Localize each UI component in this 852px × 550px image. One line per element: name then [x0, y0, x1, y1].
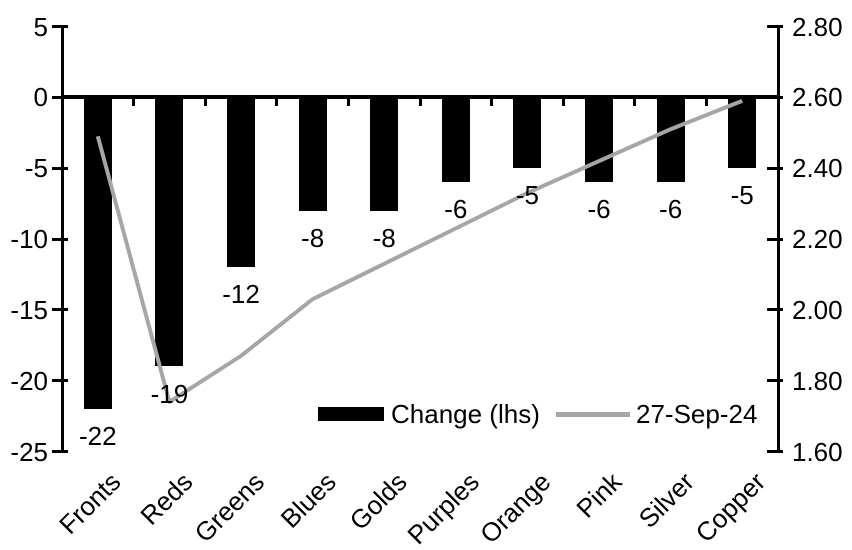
right-axis-tick-label: 2.60	[792, 82, 843, 113]
right-axis-tick-mark	[767, 25, 783, 28]
category-label-pink: Pink	[570, 466, 628, 524]
category-label-copper: Copper	[689, 466, 772, 549]
bar-data-label: -5	[515, 180, 539, 211]
legend-line-swatch-icon	[556, 412, 630, 417]
bar-golds	[370, 97, 399, 211]
bar-data-label: -6	[587, 194, 611, 225]
right-axis-line	[776, 25, 780, 453]
right-axis-tick-mark	[767, 95, 783, 99]
bar-data-label: -12	[222, 279, 260, 310]
left-axis-tick-mark	[52, 25, 68, 28]
category-boundary-tick	[275, 97, 279, 107]
right-axis-tick-label: 1.60	[792, 436, 843, 467]
bar-data-label: -19	[150, 378, 189, 409]
bar-silver	[656, 97, 685, 183]
category-boundary-tick	[633, 97, 637, 107]
left-axis-tick-label: 5	[33, 11, 48, 42]
legend-bar-swatch-icon	[318, 407, 384, 421]
bar-data-label: -8	[301, 222, 325, 253]
left-axis-tick-mark	[52, 237, 68, 241]
bar-data-label: -5	[730, 180, 754, 211]
left-axis-tick-label: -25	[10, 436, 48, 467]
bar-purples	[441, 97, 470, 183]
bar-data-label: -6	[659, 194, 683, 225]
right-axis-tick-label: 2.20	[792, 224, 843, 254]
bar-copper	[728, 97, 757, 169]
bar-data-label: -6	[444, 194, 468, 225]
right-axis-tick-mark	[767, 379, 783, 383]
right-axis-tick-mark	[767, 166, 783, 170]
category-label-silver: Silver	[632, 466, 700, 534]
category-boundary-tick	[418, 97, 422, 107]
legend-line-label: 27-Sep-24	[636, 399, 758, 429]
right-axis-tick-label: 1.80	[792, 365, 843, 396]
bar-greens	[227, 97, 255, 268]
category-boundary-tick	[132, 97, 136, 107]
right-axis-tick-mark	[767, 308, 783, 312]
right-axis-tick-label: 2.40	[792, 153, 843, 184]
left-axis-tick-label: -20	[10, 365, 48, 396]
left-axis-tick-label: -5	[24, 153, 48, 184]
category-label-fronts: Fronts	[53, 466, 127, 540]
legend-bar-label: Change (lhs)	[391, 399, 540, 429]
category-label-greens: Greens	[188, 466, 270, 549]
right-axis-tick-mark	[767, 237, 783, 241]
category-boundary-tick	[561, 97, 565, 107]
left-axis-tick-mark	[52, 308, 68, 312]
left-axis-tick-label: -15	[10, 294, 48, 325]
right-axis-tick-label: 2.00	[792, 294, 843, 325]
line-series-path	[95, 99, 743, 404]
category-label-blues: Blues	[274, 466, 342, 534]
category-boundary-tick	[704, 97, 708, 107]
category-boundary-tick	[346, 97, 350, 107]
bar-data-label: -22	[79, 421, 117, 451]
left-axis-tick-label: 0	[33, 82, 48, 113]
category-boundary-tick	[490, 97, 494, 107]
bar-pink	[585, 97, 613, 183]
right-axis-tick-label: 2.80	[792, 11, 843, 42]
zero-baseline	[62, 95, 778, 100]
left-axis-line	[60, 25, 64, 453]
category-label-orange: Orange	[473, 466, 557, 550]
bar-blues	[298, 97, 327, 211]
left-axis-tick-mark	[52, 95, 68, 99]
category-boundary-tick	[203, 97, 207, 107]
bar-data-label: -8	[372, 222, 396, 253]
left-axis-tick-mark	[52, 450, 68, 453]
category-label-reds: Reds	[134, 466, 199, 531]
category-label-golds: Golds	[343, 466, 414, 536]
left-axis-tick-mark	[52, 166, 68, 170]
bar-fronts	[83, 97, 112, 409]
category-label-purples: Purples	[401, 466, 485, 550]
bar-orange	[513, 97, 542, 169]
left-axis-tick-mark	[52, 379, 68, 383]
right-axis-tick-mark	[767, 450, 783, 453]
left-axis-tick-label: -10	[10, 224, 48, 254]
bar-reds	[155, 97, 184, 367]
